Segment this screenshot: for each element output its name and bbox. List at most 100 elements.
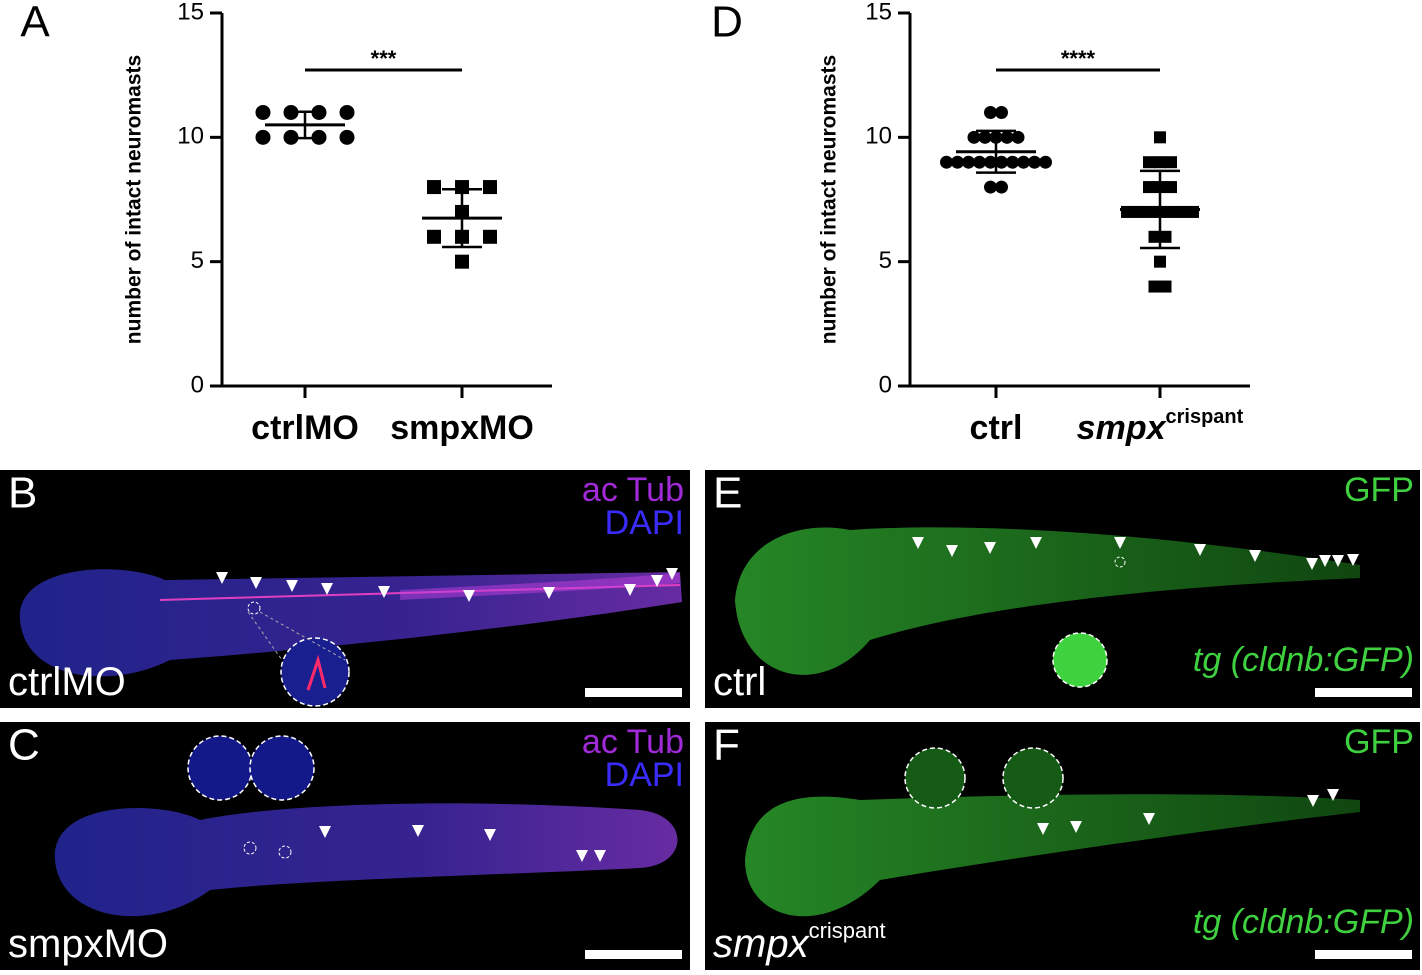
- data-point: [1000, 130, 1014, 144]
- arrowhead: [319, 826, 331, 838]
- data-point: [995, 105, 1008, 119]
- data-point: [427, 229, 441, 244]
- data-point: [339, 129, 355, 145]
- data-point: [427, 180, 441, 195]
- arrowhead: [1327, 789, 1339, 801]
- larva: [745, 794, 1360, 917]
- y-tick-label: 0: [879, 371, 892, 398]
- y-tick-label: 5: [191, 247, 204, 274]
- arrowhead: [666, 568, 678, 580]
- data-point: [1176, 205, 1188, 218]
- condition-label: ctrl: [713, 660, 766, 704]
- condition-name: smpx: [713, 922, 811, 966]
- transgene-label: tg (cldnb:GFP): [1193, 641, 1414, 679]
- x-tick-label: smpxcrispant: [1077, 406, 1244, 447]
- data-point: [1148, 230, 1161, 243]
- inset-origin: [278, 845, 292, 859]
- data-point: [1159, 280, 1172, 293]
- stain-label: DAPI: [605, 504, 684, 542]
- panel-f: [705, 722, 1420, 970]
- data-point: [483, 180, 497, 195]
- arrowhead: [1030, 537, 1042, 549]
- inset: [904, 747, 966, 809]
- condition-name: ctrlMO: [8, 660, 126, 704]
- data-point: [1143, 156, 1155, 169]
- panel-letter: B: [8, 469, 37, 518]
- inset-origin: [1114, 556, 1126, 568]
- error-bar: [976, 129, 1016, 174]
- error-bar: [1140, 169, 1180, 250]
- data-point: [951, 155, 964, 169]
- data-point: [940, 155, 953, 169]
- data-point: [984, 105, 997, 119]
- y-tick-label: 10: [177, 123, 204, 150]
- y-tick-label: 15: [865, 0, 892, 25]
- condition-name: smpxMO: [8, 922, 168, 966]
- arrowhead: [1307, 795, 1319, 807]
- arrowhead: [651, 575, 663, 587]
- data-point: [455, 254, 469, 269]
- larva: [735, 527, 1360, 675]
- inset-line: [247, 611, 283, 661]
- arrowhead: [946, 545, 958, 557]
- arrowhead: [1070, 821, 1082, 833]
- stain-label: DAPI: [605, 756, 684, 794]
- arrowhead: [216, 572, 228, 584]
- category-superscript: crispant: [1166, 406, 1244, 428]
- data-point: [255, 129, 271, 145]
- panel-letter: C: [8, 721, 40, 770]
- arrowhead: [984, 542, 996, 554]
- y-axis-label: number of intact neuromasts: [123, 55, 146, 344]
- panel-c: [0, 722, 690, 970]
- inset-origin: [247, 601, 261, 615]
- arrowhead: [912, 537, 924, 549]
- scale-bar: [585, 688, 682, 697]
- data-point: [1132, 205, 1144, 218]
- arrowhead: [594, 850, 606, 862]
- data-point: [1154, 156, 1166, 169]
- arrowhead: [1143, 813, 1155, 825]
- data-point: [1121, 205, 1133, 218]
- scale-bar: [585, 950, 682, 959]
- larva: [54, 803, 678, 917]
- data-point: [1148, 280, 1161, 293]
- arrowhead: [463, 590, 475, 602]
- arrowhead: [576, 850, 588, 862]
- arrowhead: [1114, 537, 1126, 549]
- panel-letter: F: [713, 721, 740, 770]
- significance-label: ***: [371, 46, 397, 71]
- arrowhead: [378, 586, 390, 598]
- data-point: [455, 180, 469, 195]
- condition-name: ctrl: [713, 660, 766, 704]
- arrowhead: [412, 825, 424, 837]
- arrowhead: [543, 587, 555, 599]
- stain-label: GFP: [1344, 471, 1414, 509]
- category-name: smpxMO: [390, 409, 534, 447]
- data-point: [984, 180, 997, 194]
- arrowhead: [624, 584, 636, 596]
- inset: [1002, 747, 1064, 809]
- arrowhead: [1037, 823, 1049, 835]
- significance-label: ****: [1061, 46, 1096, 71]
- arrowhead: [1249, 550, 1261, 562]
- data-point: [1187, 205, 1199, 218]
- larva: [19, 569, 682, 677]
- y-tick-label: 10: [865, 123, 892, 150]
- data-point: [1159, 230, 1172, 243]
- stain-label: ac Tub: [582, 471, 684, 509]
- data-point: [967, 130, 981, 144]
- data-point: [1039, 155, 1052, 169]
- data-point: [1143, 181, 1155, 194]
- arrowhead: [286, 580, 298, 592]
- arrowhead: [484, 829, 496, 841]
- y-tick-label: 0: [191, 371, 204, 398]
- data-point: [339, 104, 355, 120]
- data-point: [973, 155, 986, 169]
- stain-label: ac Tub: [582, 723, 684, 761]
- data-point: [978, 130, 992, 144]
- condition-label: smpxMO: [8, 922, 168, 966]
- inset-origin: [243, 841, 257, 855]
- data-point: [1165, 156, 1177, 169]
- inset: [249, 735, 315, 801]
